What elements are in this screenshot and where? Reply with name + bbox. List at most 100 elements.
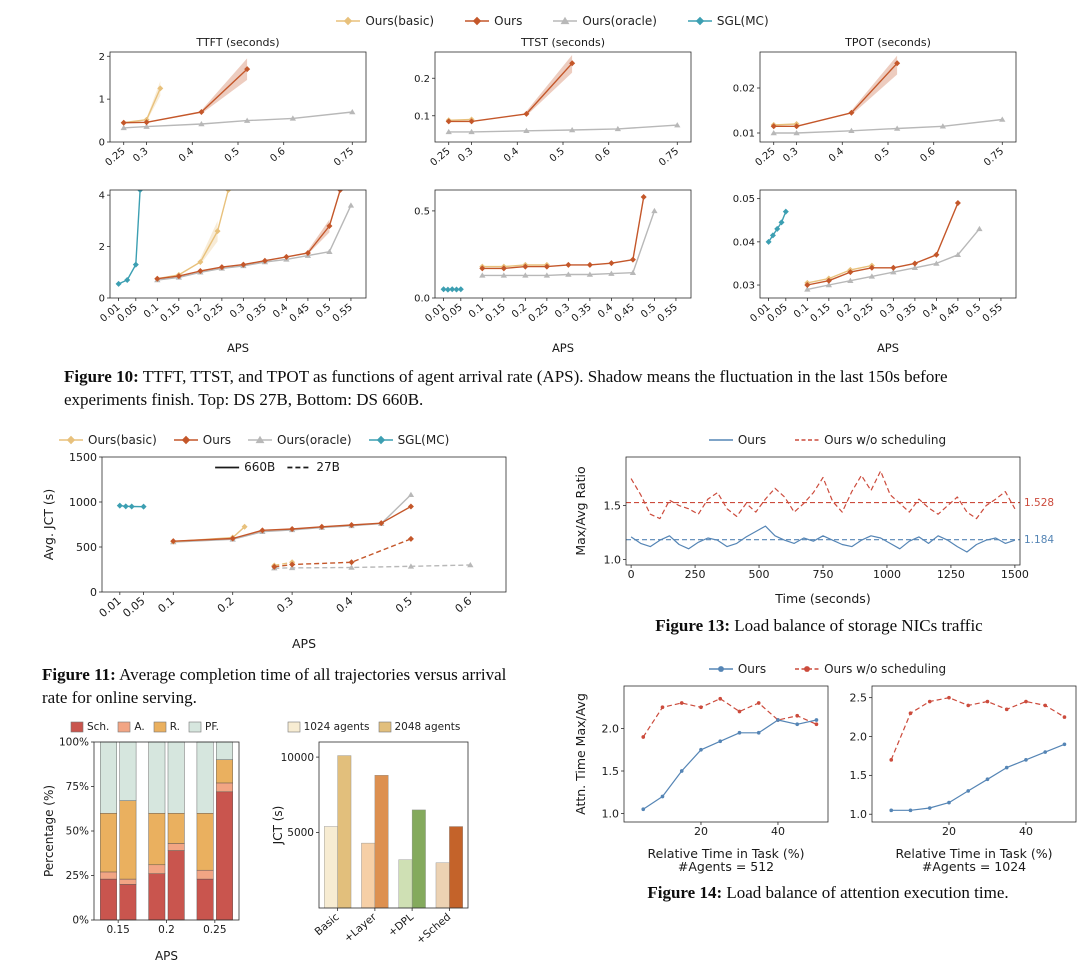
svg-text:2: 2 [98,242,104,253]
legend-item-2048-agents: 2048 agents [378,721,460,733]
svg-text:0.3: 0.3 [131,146,150,165]
svg-text:0.1: 0.1 [467,302,486,321]
svg-text:JCT (s): JCT (s) [271,806,285,846]
figure-14: Ours Ours w/o scheduling 20 40 1.0 1.5 2.0 Rel… [574,662,1080,905]
legend-item-ours-basic: Ours(basic) [58,433,157,447]
svg-text:1000: 1000 [873,568,901,581]
dash-legend-icon [795,439,820,442]
svg-text:0.4: 0.4 [271,302,290,321]
svg-text:0.45: 0.45 [938,302,962,325]
figure-14-charts: 20 40 1.0 1.5 2.0 Relative Time in Task (%) #A… [574,678,1080,874]
svg-text:0%: 0% [72,915,89,927]
svg-text:0.4: 0.4 [827,146,846,165]
legend-label: Ours [737,433,767,448]
svg-text:APS: APS [552,341,574,355]
figure-12-right-panel: 1024 agents 2048 agents Basic +Layer +DPL +S… [271,721,476,962]
svg-text:0.04: 0.04 [733,237,755,248]
svg-text:0.5: 0.5 [314,302,333,321]
svg-text:1.5: 1.5 [604,500,622,513]
legend-item-ours-w-o-scheduling: Ours w/o scheduling [794,662,946,676]
legend-label: Ours(basic) [88,433,157,448]
svg-text:0.6: 0.6 [453,595,475,616]
svg-text:0.25: 0.25 [103,146,127,169]
svg-text:TTFT (seconds): TTFT (seconds) [195,36,279,49]
svg-text:1.5: 1.5 [602,765,620,778]
chart-percentage-breakdown: 0.15 0.2 0.25 0% 25% 50% 75% 100% APS Percentage … [42,734,247,962]
svg-text:40: 40 [1019,825,1033,838]
figure-10-grid: 0.25 0.3 0.4 0.5 0.6 0.75 0 1 2 TTFT (seconds) 0.… [64,34,1040,356]
svg-text:#Agents = 512: #Agents = 512 [678,859,774,874]
svg-text:1.0: 1.0 [602,807,620,820]
legend-label: Ours [202,433,232,448]
legend-item-ours-w-o-scheduling: Ours w/o scheduling [794,433,946,447]
svg-text:0.6: 0.6 [593,146,612,165]
square-legend-icon [153,722,167,733]
svg-text:0.3: 0.3 [878,302,897,321]
legend-label: SGL(MC) [716,14,769,28]
chart-canvas: 20 40 1.0 1.5 2.0 Relative Time in Task (%)#A… [574,685,829,874]
svg-text:0.5: 0.5 [393,595,415,616]
svg-text:APS: APS [155,949,178,962]
svg-text:0.4: 0.4 [596,302,615,321]
right-column: Ours Ours w/o scheduling 0 250 500 750 1000 12… [560,433,1080,962]
figure-11-caption-label: Figure 11: [42,665,116,685]
figure-12: Sch. A. R. PF. 0.15 0.2 0.25 0% 25% 50% 75% 100% AP… [42,721,560,962]
figure-13-legend: Ours Ours w/o scheduling [574,433,1080,447]
svg-text:0.25: 0.25 [428,146,452,169]
figure-12-right-legend: 1024 agents 2048 agents [287,721,460,734]
svg-text:0.0: 0.0 [414,294,430,305]
svg-text:0.01: 0.01 [733,129,755,140]
svg-text:0: 0 [628,568,635,581]
svg-text:+Sched: +Sched [414,912,453,948]
figure-10-caption-text: TTFT, TTST, and TPOT as functions of age… [64,367,948,409]
line-diamond-legend-icon [173,436,198,445]
line-diamond-legend-icon [687,16,712,26]
svg-text:500: 500 [76,541,97,554]
chart-canvas: 0.010.05 0.10.15 0.20.25 0.30.35 0.40.45 0.50… [98,189,367,355]
chart-ttst-27b: 0.25 0.3 0.4 0.5 0.6 0.75 0.1 0.2 TTST (seconds) [401,34,703,182]
svg-text:0.05: 0.05 [733,194,755,205]
line-diamond-legend-icon [336,16,361,26]
legend-label: Ours w/o scheduling [824,433,947,448]
figure-14-caption: Figure 14: Load balance of attention exe… [574,882,1080,905]
svg-text:20: 20 [694,825,708,838]
svg-text:750: 750 [813,568,834,581]
svg-text:0.15: 0.15 [809,302,833,325]
svg-text:APS: APS [227,341,249,355]
lower-columns: Ours(basic) Ours Ours(oracle) SGL(MC) 0.01 0… [0,433,1080,962]
legend-item-sgl-mc: SGL(MC) [687,14,769,28]
svg-text:0.55: 0.55 [981,302,1005,325]
svg-text:1500: 1500 [1001,568,1029,581]
svg-text:1500: 1500 [69,451,97,464]
chart-ttft-27b: 0.25 0.3 0.4 0.5 0.6 0.75 0 1 2 TTFT (seconds) [76,34,378,182]
chart-canvas: 0.010.05 0.1 0.2 0.3 0.4 0.5 0.6 0 500 1000 1500 66… [42,451,507,651]
legend-item-ours-basic: Ours(basic) [335,14,434,28]
svg-text:0.3: 0.3 [553,302,572,321]
svg-text:0.05: 0.05 [766,302,790,325]
svg-text:0.01: 0.01 [97,595,124,621]
line-legend-icon [708,439,733,442]
line-diamond-legend-icon [368,436,393,445]
legend-label: Ours [737,661,767,676]
figure-14-legend: Ours Ours w/o scheduling [574,662,1080,676]
svg-text:Relative Time in Task (%): Relative Time in Task (%) [648,846,805,861]
svg-text:0.25: 0.25 [527,302,551,325]
svg-text:Basic: Basic [313,911,342,938]
svg-text:TTST (seconds): TTST (seconds) [520,36,605,49]
svg-text:0.05: 0.05 [441,302,465,325]
svg-text:+DPL: +DPL [386,911,416,939]
chart-canvas: 0.25 0.3 0.4 0.5 0.6 0.75 0.01 0.02 TPOT (second… [733,36,1017,169]
svg-text:0.2: 0.2 [185,302,204,321]
svg-text:0: 0 [90,586,97,599]
svg-text:0.4: 0.4 [177,146,196,165]
chart-ttft-660b: 0.01 0.05 0.1 0.15 0.2 0.25 0.3 0.35 0.4 0.45 0.5 0… [76,184,378,356]
svg-text:APS: APS [877,341,899,355]
chart-canvas: 0.25 0.3 0.4 0.5 0.6 0.75 0 1 2 TTFT (seconds) [98,36,367,169]
legend-label: Ours(oracle) [582,14,657,28]
chart-canvas: 20 40 1.0 1.5 2.0 2.5 Relative Time in Task (%… [850,685,1077,874]
svg-text:1.184: 1.184 [1024,534,1054,546]
line-diamond-legend-icon [59,436,83,445]
svg-text:0.25: 0.25 [201,302,225,325]
legend-label: 1024 agents [303,721,370,734]
chart-ttst-660b: 0.01 0.05 0.1 0.15 0.2 0.25 0.3 0.35 0.4 0.45 0.5 0… [401,184,703,356]
